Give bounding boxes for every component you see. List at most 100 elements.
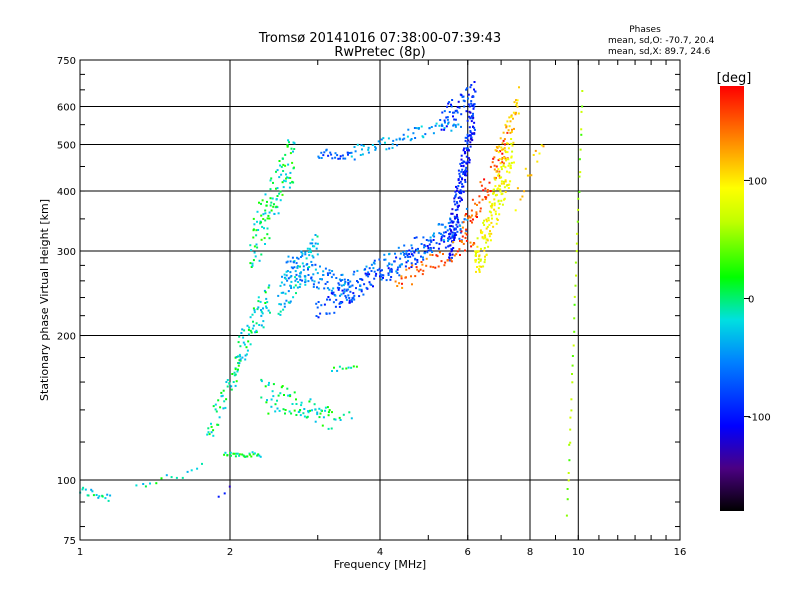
data-point: [510, 115, 513, 118]
data-point: [385, 148, 388, 151]
data-point: [477, 261, 480, 264]
data-point: [398, 137, 401, 140]
data-point: [470, 245, 473, 248]
data-point: [329, 272, 332, 275]
colorbar: [720, 86, 744, 511]
data-point: [486, 225, 489, 228]
data-point: [301, 252, 304, 255]
data-point: [500, 182, 503, 185]
data-point: [239, 358, 242, 361]
data-point: [430, 126, 433, 128]
data-point: [287, 290, 290, 293]
data-point: [95, 494, 98, 496]
data-point: [429, 248, 432, 251]
data-point: [500, 176, 503, 179]
data-point: [405, 261, 408, 264]
data-point: [285, 270, 288, 273]
data-point: [397, 266, 399, 269]
data-point: [292, 261, 295, 264]
data-point: [455, 109, 458, 112]
data-point: [300, 251, 303, 254]
data-point: [570, 398, 573, 401]
data-point: [512, 111, 515, 114]
data-point: [302, 268, 305, 271]
data-point: [510, 155, 513, 158]
data-point: [468, 158, 471, 161]
data-point: [290, 275, 293, 277]
data-point: [448, 227, 451, 230]
data-point: [471, 114, 474, 117]
data-point: [479, 207, 482, 210]
data-point: [493, 164, 496, 167]
data-point: [304, 278, 307, 281]
data-point: [265, 401, 268, 404]
data-point: [312, 285, 315, 288]
data-point: [443, 128, 446, 131]
data-point: [373, 270, 376, 273]
data-point: [283, 273, 286, 276]
data-point: [330, 153, 333, 156]
data-point: [333, 418, 336, 421]
data-point: [566, 488, 569, 490]
data-point: [287, 163, 290, 166]
data-point: [467, 147, 469, 150]
data-point: [457, 185, 460, 187]
data-point: [277, 212, 280, 215]
data-point: [210, 431, 213, 434]
data-point: [458, 204, 460, 207]
data-point: [493, 176, 496, 179]
data-point: [441, 223, 444, 226]
data-point: [279, 392, 282, 395]
data-point: [453, 197, 456, 200]
data-point: [328, 269, 331, 272]
data-point: [425, 257, 428, 260]
data-point: [92, 494, 95, 497]
data-point: [513, 101, 516, 104]
data-point: [260, 202, 262, 205]
data-point: [263, 237, 266, 240]
data-point: [410, 275, 412, 278]
data-point: [443, 119, 446, 122]
data-point: [486, 190, 489, 193]
data-point: [210, 425, 213, 428]
data-point: [450, 103, 452, 106]
data-point: [310, 276, 313, 279]
data-point: [252, 259, 255, 262]
data-point: [401, 138, 404, 141]
data-point: [510, 138, 513, 140]
data-point: [370, 263, 373, 266]
data-point: [311, 409, 313, 412]
data-point: [328, 312, 331, 315]
data-point: [503, 138, 506, 141]
data-point: [261, 312, 264, 315]
data-point: [223, 400, 226, 403]
data-point: [413, 237, 416, 239]
data-point: [236, 370, 239, 373]
data-point: [261, 225, 264, 228]
data-point: [434, 266, 437, 269]
y-tick-label: 100: [57, 476, 76, 487]
data-point: [399, 252, 402, 255]
data-point: [483, 249, 486, 252]
data-point: [316, 235, 319, 238]
data-point: [374, 148, 377, 151]
data-point: [381, 274, 384, 277]
data-point: [411, 264, 414, 267]
data-point: [329, 151, 332, 154]
data-point: [516, 105, 519, 108]
data-point: [448, 252, 451, 255]
data-point: [476, 237, 479, 240]
data-point: [281, 157, 284, 160]
data-point: [372, 267, 375, 270]
data-point: [394, 280, 397, 283]
data-point: [396, 144, 399, 147]
data-point: [362, 293, 365, 296]
data-point: [327, 274, 329, 276]
data-point: [234, 368, 237, 371]
data-point: [500, 180, 503, 183]
data-point: [542, 145, 545, 148]
data-point: [331, 270, 334, 272]
data-point: [290, 147, 293, 150]
data-point: [569, 428, 572, 431]
data-point: [107, 499, 110, 502]
